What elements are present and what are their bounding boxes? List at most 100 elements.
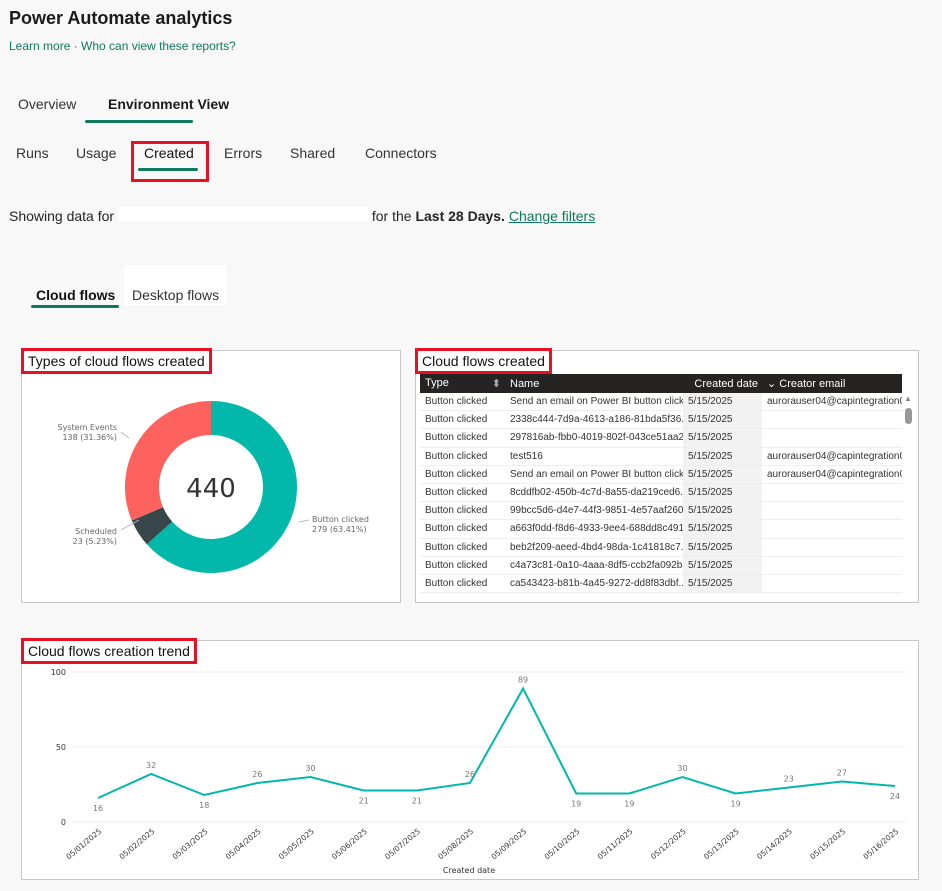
table-row[interactable]: Button clicked test516 5/15/2025 aurorauser…: [420, 447, 902, 466]
data-label: 26: [252, 770, 262, 779]
table-cell: Button clicked: [425, 523, 488, 535]
x-tick-label: 05/08/2025: [436, 826, 475, 861]
donut-slice-scheduled[interactable]: [131, 507, 173, 545]
table-cell: Send an email on Power BI button click .…: [510, 468, 683, 480]
table-cell: 5/15/2025: [683, 411, 762, 429]
leader-line: [298, 519, 310, 523]
tab-connectors[interactable]: Connectors: [365, 145, 437, 161]
data-label: 26: [465, 770, 475, 779]
tab-created[interactable]: Created: [144, 145, 194, 161]
tab-runs[interactable]: Runs: [16, 145, 49, 161]
table-row[interactable]: Button clicked a663f0dd-f8d6-4933-9ee4-68…: [420, 520, 902, 539]
scroll-up-arrow[interactable]: ▲: [904, 394, 912, 403]
scrollbar-thumb[interactable]: [905, 408, 912, 424]
trend-chart: Created date 0 50 100 16 05/01/2025 32 05/02/2…: [51, 668, 906, 875]
tab-environment-view[interactable]: Environment View: [108, 96, 230, 112]
table-cell: Button clicked: [425, 541, 488, 553]
data-label: 21: [412, 797, 422, 806]
table-row[interactable]: Button clicked 99bcc5d6-d4e7-44f3-9851-4e…: [420, 502, 902, 521]
x-tick-label: 05/07/2025: [383, 826, 422, 861]
y-tick-label: 100: [51, 668, 66, 677]
header-links: Learn more · Who can view these reports?: [9, 39, 236, 53]
x-tick-label: 05/12/2025: [649, 826, 688, 861]
column-name[interactable]: Name: [510, 377, 540, 390]
tab-cloud-flows[interactable]: Cloud flows: [36, 287, 116, 303]
who-can-view-link[interactable]: Who can view these reports?: [81, 39, 236, 53]
table-cell: Button clicked: [425, 396, 488, 408]
learn-more-link[interactable]: Learn more: [9, 39, 71, 53]
tab-errors[interactable]: Errors: [224, 145, 263, 161]
tab-shared[interactable]: Shared: [290, 145, 336, 161]
table-cell: 5/15/2025: [683, 502, 762, 520]
data-label: 27: [837, 769, 847, 778]
data-label: 16: [93, 804, 103, 813]
table-cell: 5/15/2025: [683, 393, 762, 411]
column-creator-email[interactable]: ⌄ Creator email: [762, 377, 902, 390]
tab-usage[interactable]: Usage: [76, 145, 117, 161]
tab-desktop-flows[interactable]: Desktop flows: [124, 265, 226, 305]
data-label: 30: [677, 764, 687, 773]
table-cell: Button clicked: [425, 414, 488, 426]
table-cell: 5/15/2025: [683, 520, 762, 538]
column-created-date[interactable]: Created date: [694, 377, 758, 390]
table-row[interactable]: Button clicked beb2f209-aeed-4bd4-98da-1c…: [420, 538, 902, 557]
data-label: 30: [305, 764, 315, 773]
table-cell: Button clicked: [425, 559, 488, 571]
table-cell: Send an email on Power BI button click .…: [510, 396, 683, 408]
table-cell: 99bcc5d6-d4e7-44f3-9851-4e57aaf260...: [510, 505, 683, 517]
table-row[interactable]: Button clicked 297816ab-fbb0-4019-802f-04…: [420, 429, 902, 448]
data-label: 32: [146, 761, 156, 770]
data-label: 23: [784, 775, 794, 784]
table-cell: Button clicked: [425, 450, 488, 462]
separator: ·: [70, 39, 82, 53]
table-row[interactable]: Button clicked c4a73c81-0a10-4aaa-8df5-cc…: [420, 556, 902, 575]
trend-panel-title: Cloud flows creation trend: [21, 638, 197, 664]
active-tab-underline: [85, 120, 193, 123]
table-row[interactable]: Button clicked 8cddfb02-450b-4c7d-8a55-da…: [420, 483, 902, 503]
sort-icon[interactable]: ⬍: [491, 378, 501, 390]
data-label: 19: [571, 800, 581, 809]
active-tab-underline: [31, 305, 119, 308]
table-cell: Button clicked: [425, 505, 488, 517]
table-row[interactable]: Button clicked 2338c444-7d9a-4613-a186-81…: [420, 411, 902, 430]
x-tick-label: 05/01/2025: [64, 826, 103, 861]
table-cell: Button clicked: [425, 432, 488, 444]
active-tab-underline: [138, 168, 198, 171]
column-type[interactable]: Type ⬍: [420, 377, 505, 390]
change-filters-link[interactable]: Change filters: [508, 208, 596, 224]
x-tick-label: 05/02/2025: [118, 826, 157, 861]
data-label: 89: [518, 676, 528, 685]
table-row[interactable]: Button clicked Send an email on Power BI …: [420, 465, 902, 484]
table-row[interactable]: Button clicked ca543423-b81b-4a45-9272-dd…: [420, 574, 902, 594]
highlight-box: [131, 141, 209, 182]
table-header: Type ⬍ Name Created date ⌄ Creator email: [420, 374, 902, 393]
x-tick-label: 05/04/2025: [224, 826, 263, 861]
table-row[interactable]: Button clicked Send an email on Power BI …: [420, 393, 902, 412]
table-cell: 2338c444-7d9a-4613-a186-81bda5f36...: [510, 414, 683, 426]
data-label: 24: [890, 792, 900, 801]
x-tick-label: 05/05/2025: [277, 826, 316, 861]
donut-slice-system-events[interactable]: [124, 401, 211, 521]
types-panel-title: Types of cloud flows created: [21, 348, 212, 374]
table-cell: 5/15/2025: [683, 429, 762, 447]
value-button-clicked: 279 (63.41%): [312, 525, 367, 534]
label-system-events: System Events: [58, 423, 117, 432]
filter-prefix: Showing data for: [9, 208, 115, 224]
data-label: 19: [624, 800, 634, 809]
x-axis-label: Created date: [443, 866, 495, 875]
tab-desktop-flows-label: Desktop flows: [132, 287, 220, 303]
table-cell: aurorauser04@capintegration01: [767, 450, 902, 462]
page-title: Power Automate analytics: [9, 8, 233, 28]
table-cell: 5/15/2025: [683, 574, 762, 593]
chevron-down-icon: ⌄: [767, 378, 780, 390]
y-tick-label: 0: [61, 818, 66, 827]
table-cell: Button clicked: [425, 468, 488, 480]
tab-overview[interactable]: Overview: [18, 96, 77, 112]
donut-slice-button-clicked[interactable]: [146, 401, 297, 573]
table-cell: test516: [510, 450, 543, 462]
table-cell: 5/15/2025: [683, 483, 762, 502]
leader-line: [120, 431, 130, 439]
table-cell: 297816ab-fbb0-4019-802f-043ce51aa2fe: [510, 432, 683, 444]
y-tick-label: 50: [56, 743, 66, 752]
cloud-flows-panel-title: Cloud flows created: [415, 348, 552, 374]
